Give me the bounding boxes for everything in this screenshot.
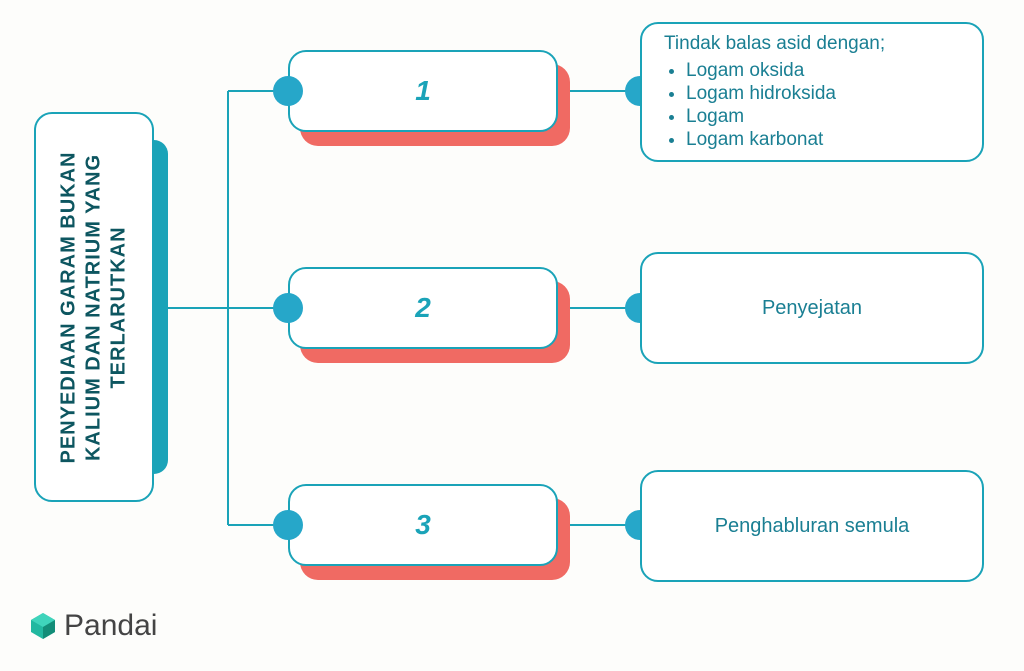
desc-list-item: Logam hidroksida xyxy=(686,83,960,105)
desc-box-2: Penyejatan xyxy=(640,252,984,364)
step-box-1: 1 xyxy=(288,50,558,132)
desc-title: Tindak balas asid dengan; xyxy=(664,33,960,55)
connector-dot xyxy=(273,76,303,106)
connector-dot xyxy=(273,510,303,540)
root-title: PENYEDIAAN GARAM BUKAN KALIUM DAN NATRIU… xyxy=(57,151,132,463)
desc-box-3: Penghabluran semula xyxy=(640,470,984,582)
logo-icon xyxy=(28,611,58,641)
root-title-l3: TERLARUTKAN xyxy=(107,151,132,463)
desc-list: Logam oksidaLogam hidroksidaLogamLogam k… xyxy=(664,59,960,152)
connector-dot xyxy=(273,293,303,323)
desc-text: Penghabluran semula xyxy=(715,515,910,538)
desc-list-item: Logam oksida xyxy=(686,60,960,82)
desc-box-1: Tindak balas asid dengan;Logam oksidaLog… xyxy=(640,22,984,162)
logo-text: Pandai xyxy=(64,609,157,643)
desc-text: Penyejatan xyxy=(762,297,862,320)
root-box: PENYEDIAAN GARAM BUKAN KALIUM DAN NATRIU… xyxy=(34,112,154,502)
desc-list-item: Logam karbonat xyxy=(686,129,960,151)
logo: Pandai xyxy=(28,609,157,643)
root-title-l2: KALIUM DAN NATRIUM YANG xyxy=(82,151,107,463)
connector xyxy=(167,307,228,309)
step-box-2: 2 xyxy=(288,267,558,349)
step-box-3: 3 xyxy=(288,484,558,566)
desc-list-item: Logam xyxy=(686,106,960,128)
root-title-l1: PENYEDIAAN GARAM BUKAN xyxy=(57,151,82,463)
